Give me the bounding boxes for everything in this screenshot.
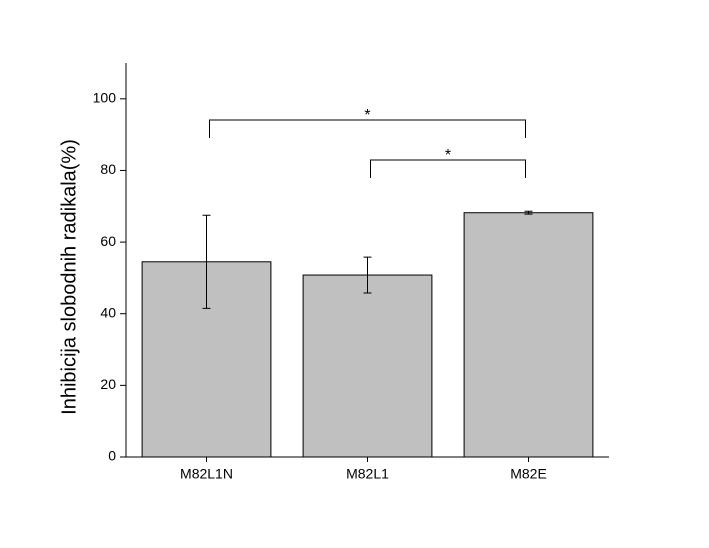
significance-bracket bbox=[209, 119, 526, 138]
y-tick-label: 100 bbox=[93, 90, 117, 106]
y-axis-label: Inhibicija slobodnih radikala(%) bbox=[58, 139, 80, 415]
error-bar bbox=[363, 256, 372, 294]
y-tick-label: 80 bbox=[100, 161, 116, 177]
significance-bracket bbox=[370, 159, 526, 178]
error-bar bbox=[202, 214, 211, 309]
y-tick-label: 0 bbox=[108, 448, 116, 464]
significance-label: * bbox=[445, 147, 451, 164]
x-tick-label: M82L1 bbox=[346, 466, 389, 482]
bar bbox=[302, 274, 433, 458]
error-bar bbox=[524, 210, 533, 215]
bar bbox=[463, 212, 594, 458]
significance-label: * bbox=[364, 107, 370, 124]
x-tick-label: M82L1N bbox=[180, 466, 233, 482]
y-tick-label: 60 bbox=[100, 233, 116, 249]
y-tick-label: 40 bbox=[100, 304, 116, 320]
x-tick-label: M82E bbox=[510, 466, 547, 482]
y-tick-label: 20 bbox=[100, 376, 116, 392]
